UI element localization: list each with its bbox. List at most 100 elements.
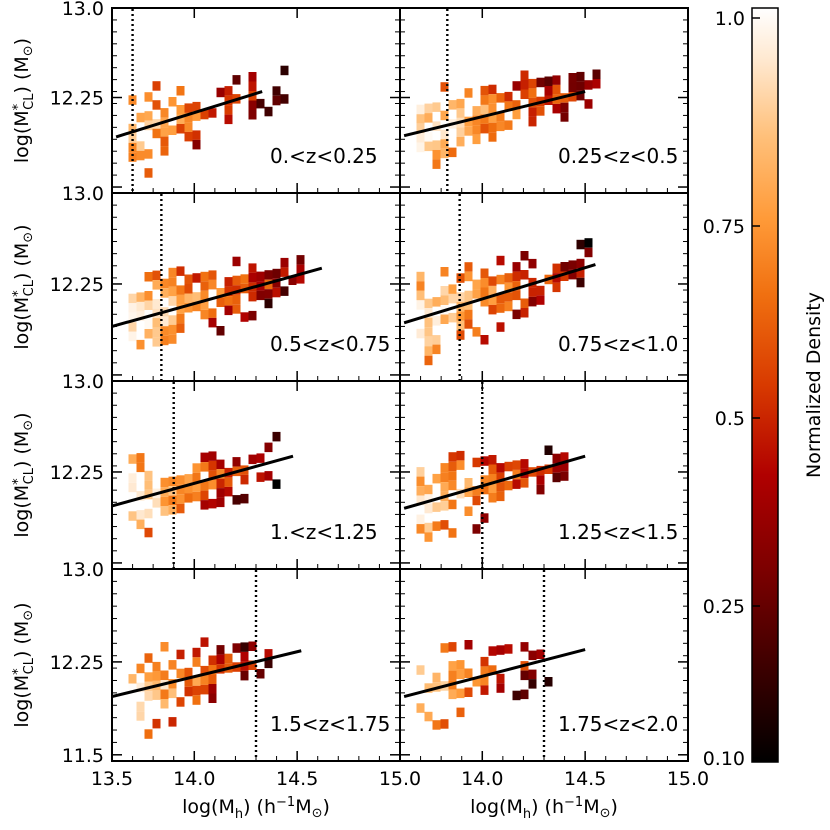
heatmap-cell: [152, 128, 161, 139]
colorbar-label: Normalized Density: [803, 292, 825, 478]
heatmap-cell: [440, 286, 449, 296]
heatmap-cell: [200, 109, 209, 120]
heatmap-cell: [568, 260, 577, 270]
heatmap-cell: [144, 527, 153, 538]
heatmap-cell: [528, 296, 537, 307]
heatmap-cell: [488, 455, 497, 465]
heatmap-cell: [160, 496, 169, 507]
heatmap-cell: [136, 141, 145, 151]
heatmap-cell: [560, 102, 569, 113]
heatmap-cell: [216, 87, 225, 98]
heatmap-cell: [496, 274, 505, 285]
heatmap-cell: [512, 271, 521, 282]
heatmap-cell: [480, 656, 489, 667]
heatmap-cell: [488, 113, 497, 123]
colorbar-tick-label: 1.0: [715, 8, 745, 30]
heatmap-cell: [272, 278, 281, 288]
heatmap-cell: [464, 88, 473, 98]
heatmap-cell: [592, 69, 601, 79]
heatmap-cell: [152, 498, 161, 508]
heatmap-cell: [152, 661, 161, 672]
heatmap-cell: [168, 688, 177, 699]
heatmap-cell: [464, 668, 473, 678]
heatmap-cell: [440, 520, 449, 530]
heatmap-cell: [488, 122, 497, 133]
heatmap-cell: [552, 75, 561, 85]
heatmap-cell: [456, 660, 465, 670]
heatmap-cell: [256, 669, 265, 679]
heatmap-cell: [152, 690, 161, 700]
heatmap-cell: [128, 492, 137, 502]
heatmap-cell: [424, 141, 433, 152]
x-axis-label: log(Mh) (h−1M⊙): [182, 795, 330, 822]
heatmap-cell: [208, 279, 217, 290]
heatmap-cell: [432, 344, 441, 355]
heatmap-cell: [200, 665, 209, 676]
heatmap-cell: [504, 282, 513, 293]
heatmap-cell: [136, 150, 145, 161]
heatmap-cell: [480, 104, 489, 115]
heatmap-cell: [208, 655, 217, 665]
heatmap-cell: [216, 459, 225, 470]
y-tick-label: 13.0: [62, 559, 104, 581]
heatmap-cell: [488, 493, 497, 503]
heatmap-cell: [128, 303, 137, 313]
heatmap-cell: [440, 463, 449, 473]
colorbar-tick-label: 0.25: [703, 596, 745, 618]
heatmap-cell: [496, 322, 505, 332]
heatmap-cell: [176, 313, 185, 324]
heatmap-cell: [424, 522, 433, 533]
heatmap-cell: [560, 262, 569, 272]
heatmap-cell: [432, 521, 441, 531]
heatmap-cell: [184, 493, 193, 503]
heatmap-cell: [416, 328, 425, 339]
heatmap-cells: [416, 238, 593, 366]
heatmap-cell: [200, 675, 209, 685]
heatmap-cell: [296, 274, 305, 284]
panel-5: 1.<z<1.25: [111, 380, 401, 570]
heatmap-cell: [472, 106, 481, 116]
heatmap-cell: [144, 272, 153, 282]
heatmap-cell: [456, 688, 465, 699]
x-tick-label: 14.5: [564, 768, 606, 790]
heatmap-cell: [472, 457, 481, 468]
heatmap-cells: [128, 431, 281, 538]
heatmap-cell: [520, 270, 529, 280]
panel-7: 1.5<z<1.75: [111, 568, 401, 762]
heatmap-cell: [440, 719, 449, 729]
heatmap-cell: [480, 685, 489, 695]
heatmap-cell: [424, 532, 433, 542]
heatmap-cell: [440, 482, 449, 492]
heatmap-cell: [416, 467, 425, 477]
heatmap-cell: [528, 287, 537, 297]
heatmap-cell: [440, 129, 449, 140]
colorbar-gradient: [751, 7, 779, 763]
heatmap-cell: [528, 679, 537, 689]
heatmap-cell: [144, 691, 153, 701]
heatmap-cell: [416, 486, 425, 496]
heatmap-cell: [424, 298, 433, 309]
heatmap-cell: [480, 335, 489, 345]
heatmap-cell: [240, 274, 249, 284]
heatmap-cell: [240, 670, 249, 681]
heatmap-cell: [488, 474, 497, 484]
heatmap-cell: [184, 677, 193, 687]
fit-line: [111, 266, 323, 328]
heatmap-cell: [448, 670, 457, 681]
colorbar: Normalized Density 1.0 0.75 0.5 0.25 0.10: [703, 7, 825, 770]
heatmap-cell: [232, 275, 241, 286]
heatmap-cell: [528, 78, 537, 89]
heatmap-cell: [224, 286, 233, 297]
heatmap-cell: [480, 456, 489, 466]
heatmap-cell: [472, 327, 481, 337]
heatmap-cell: [520, 80, 529, 90]
heatmap-cell: [176, 697, 185, 707]
heatmap-cell: [264, 298, 273, 309]
heatmap-cell: [512, 281, 521, 291]
heatmap-cell: [552, 453, 561, 464]
heatmap-cell: [496, 482, 505, 492]
heatmap-cell: [568, 82, 577, 92]
heatmap-cell: [136, 663, 145, 674]
heatmap-cell: [464, 487, 473, 497]
panel-1: 0.<z<0.25: [111, 7, 401, 194]
